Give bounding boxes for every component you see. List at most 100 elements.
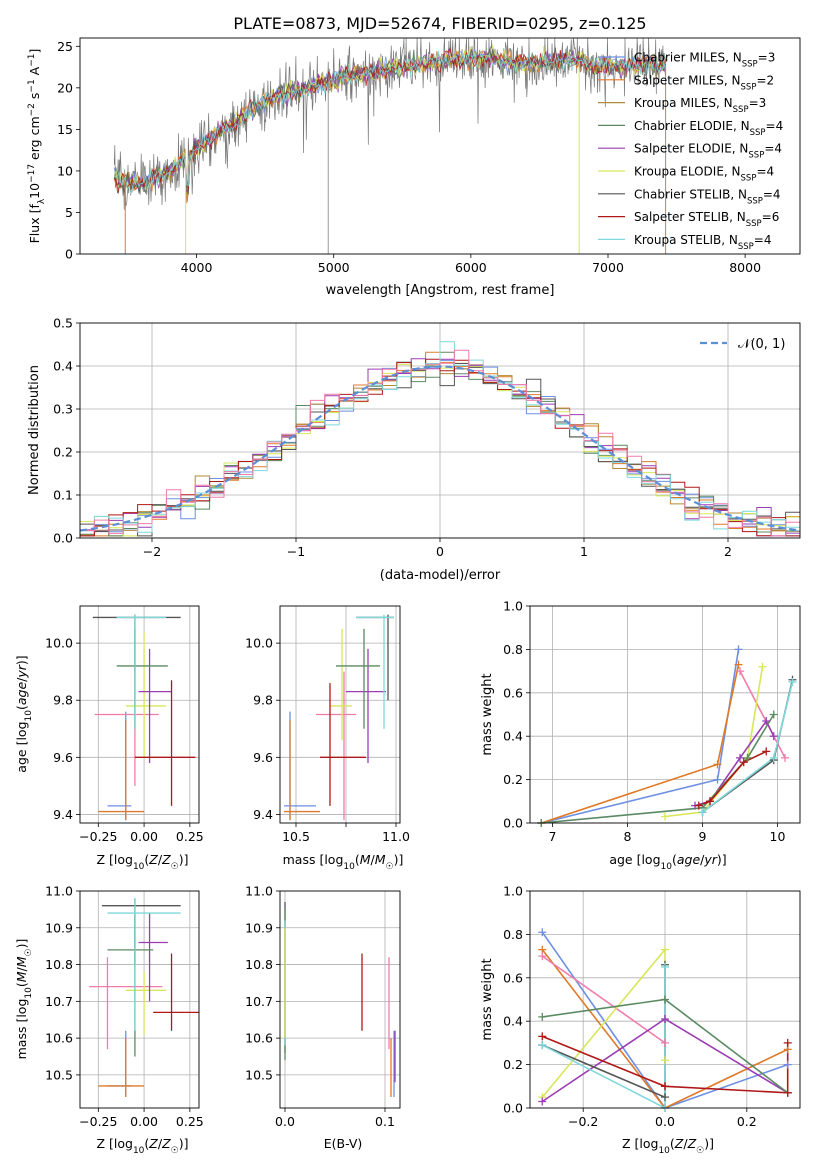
x-tick-label: −1 bbox=[287, 544, 305, 559]
mass-weight-marker bbox=[661, 812, 669, 821]
mass-weight-marker bbox=[538, 928, 547, 937]
x-axis-label: Z [log10(Z/Z☉)] bbox=[96, 852, 188, 872]
x-tick-label: −0.2 bbox=[568, 1114, 598, 1129]
mass-weight-marker bbox=[698, 808, 707, 817]
y-tick-label: 10.5 bbox=[245, 1067, 273, 1082]
y-tick-label: 10.6 bbox=[45, 1031, 73, 1046]
x-tick-label: 0.25 bbox=[176, 1114, 204, 1129]
y-tick-label: 10.0 bbox=[245, 636, 273, 651]
mass-weight-vs-age-plot-area bbox=[530, 606, 800, 823]
y-tick-label: 0.8 bbox=[503, 642, 523, 657]
y-tick-label: 0.6 bbox=[503, 970, 523, 985]
model-spectrum-line bbox=[114, 47, 667, 194]
y-tick-label: 0.2 bbox=[503, 772, 523, 787]
x-tick-label: −0.25 bbox=[79, 1114, 117, 1129]
y-tick-label: 10.8 bbox=[245, 957, 273, 972]
y-tick-label: 11.0 bbox=[45, 884, 73, 899]
residual-histogram-plot-area bbox=[80, 323, 800, 538]
residual-histogram-step bbox=[80, 349, 800, 537]
y-tick-label: 9.6 bbox=[53, 750, 73, 765]
y-tick-label: 10.0 bbox=[45, 636, 73, 651]
spectrum-frame bbox=[79, 37, 801, 255]
y-tick-label: 1.0 bbox=[503, 884, 523, 899]
legend-label: 𝒩(0, 1) bbox=[738, 337, 785, 352]
x-axis-label: Z [log10(Z/Z☉)] bbox=[622, 1136, 714, 1156]
mass-weight-marker bbox=[661, 1056, 669, 1065]
mass-weight-vs-age-frame bbox=[529, 605, 801, 824]
figure-title: PLATE=0873, MJD=52674, FIBERID=0295, z=0… bbox=[233, 14, 646, 33]
mass-weight-marker bbox=[783, 1088, 792, 1097]
y-tick-label: 9.8 bbox=[253, 693, 273, 708]
residual-histogram-panel: −2 −1 0 1 2 0.0 0.1 0.2 0.3 0.4 0.5 (data-model)/er… bbox=[27, 316, 801, 583]
x-tick-label: 5000 bbox=[318, 260, 350, 275]
mass-weight-line bbox=[698, 750, 767, 807]
y-tick-label: 0.2 bbox=[503, 1057, 523, 1072]
residual-histogram-step bbox=[80, 341, 800, 533]
age-vs-mass-plot-area bbox=[280, 606, 400, 823]
x-tick-label: 11.0 bbox=[382, 829, 410, 844]
mass-weight-marker bbox=[734, 645, 743, 654]
legend-label: Salpeter ELODIE, NSSP=4 bbox=[634, 142, 782, 161]
y-tick-label: 0.4 bbox=[53, 359, 73, 374]
mass-weight-marker bbox=[661, 1015, 669, 1024]
x-axis-label: Z [log10(Z/Z☉)] bbox=[96, 1136, 188, 1156]
x-tick-label: −2 bbox=[143, 544, 161, 559]
y-tick-label: 10.7 bbox=[245, 994, 273, 1009]
mass-weight-marker bbox=[762, 717, 771, 726]
mass-weight-line bbox=[541, 931, 788, 1108]
mass-weight-marker bbox=[736, 753, 744, 762]
mass-weight-marker bbox=[769, 710, 778, 719]
x-tick-label: 0.25 bbox=[176, 829, 204, 844]
y-tick-label: 0.5 bbox=[53, 316, 73, 331]
x-tick-label: 1 bbox=[580, 544, 588, 559]
x-tick-label: 2 bbox=[724, 544, 732, 559]
mass-weight-marker bbox=[713, 760, 722, 769]
y-tick-label: 25 bbox=[57, 39, 73, 54]
age-vs-metallicity-frame bbox=[79, 605, 200, 824]
y-tick-label: 10.9 bbox=[45, 920, 73, 935]
x-tick-label: 9 bbox=[699, 829, 707, 844]
y-axis-label: age [log10(age/yr)] bbox=[14, 655, 34, 772]
y-tick-label: 9.4 bbox=[53, 807, 73, 822]
mass-weight-marker bbox=[739, 758, 748, 767]
x-axis-label: (data-model)/error bbox=[380, 568, 501, 583]
x-tick-label: 0.0 bbox=[275, 1114, 295, 1129]
mass-weight-marker bbox=[781, 753, 789, 762]
spectrum-panel: 4000 5000 6000 7000 8000 0 5 10 15 20 25 wavelength… bbox=[27, 37, 801, 298]
x-tick-label: 0.00 bbox=[130, 829, 158, 844]
mass-weight-marker bbox=[538, 1032, 547, 1041]
mass-weight-line bbox=[541, 947, 666, 1098]
y-axis-label: mass weight bbox=[480, 673, 495, 755]
mass-weight-marker bbox=[661, 995, 669, 1004]
mass-weight-marker bbox=[736, 667, 744, 676]
x-axis-label: age [log10(age/yr)] bbox=[609, 852, 726, 872]
x-tick-label: 10.5 bbox=[282, 829, 310, 844]
mass-weight-vs-metallicity-plot-area bbox=[530, 891, 800, 1108]
legend-label: Chabrier STELIB, NSSP=4 bbox=[634, 187, 781, 206]
y-tick-label: 0.0 bbox=[53, 531, 73, 546]
y-tick-label: 9.8 bbox=[53, 693, 73, 708]
mass-vs-metallicity-frame bbox=[79, 890, 200, 1109]
y-tick-label: 5 bbox=[65, 205, 73, 220]
mass-weight-marker bbox=[661, 945, 669, 954]
mass-weight-vs-metallicity-frame bbox=[529, 890, 801, 1109]
x-axis-label: wavelength [Angstrom, rest frame] bbox=[326, 283, 555, 298]
mass-weight-marker bbox=[743, 753, 752, 762]
x-tick-label: 4000 bbox=[181, 260, 213, 275]
mass-weight-marker bbox=[661, 1038, 669, 1047]
mass-weight-vs-metallicity-panel: −0.2 0.0 0.2 0.0 0.2 0.4 0.6 0.8 1.0 Z [log10(Z/Z… bbox=[480, 884, 801, 1156]
y-tick-label: 20 bbox=[57, 80, 73, 95]
x-tick-label: 0.2 bbox=[737, 1114, 757, 1129]
model-spectrum-line bbox=[114, 50, 667, 195]
x-tick-label: 10 bbox=[770, 829, 786, 844]
mass-weight-line bbox=[541, 967, 666, 1108]
mass-weight-line bbox=[541, 955, 666, 1044]
residual-frame bbox=[79, 322, 801, 539]
y-axis-label: Normed distribution bbox=[27, 365, 42, 495]
mass-weight-marker bbox=[783, 1060, 792, 1069]
y-tick-label: 11.0 bbox=[245, 884, 273, 899]
y-tick-label: 0.6 bbox=[503, 685, 523, 700]
x-tick-label: 8 bbox=[624, 829, 632, 844]
x-tick-label: 6000 bbox=[455, 260, 487, 275]
